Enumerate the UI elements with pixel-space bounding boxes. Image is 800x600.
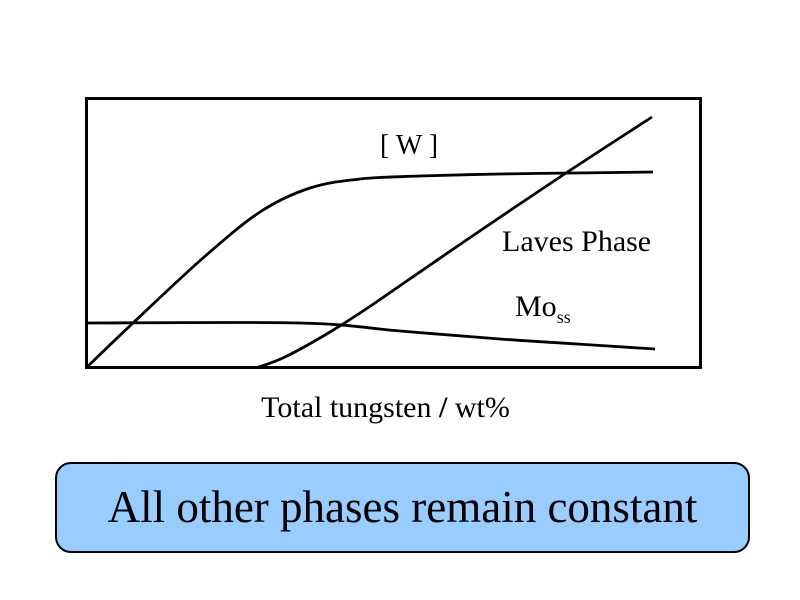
curve-label-w: [ W ] [380,130,439,161]
curve-label-mo-ss: Moss [515,290,571,326]
mo-label-subscript: ss [556,307,571,327]
x-axis-label: Total tungsten / wt% [77,391,694,424]
curve-mo-ss [85,321,656,351]
chart-svg [85,115,656,369]
callout-text: All other phases remain constant [107,482,698,532]
curve-laves-phase [252,115,653,369]
x-axis-label-prefix: Total tungsten [261,391,440,424]
x-axis-label-slash: / [439,391,448,424]
x-axis-label-suffix: wt% [447,391,510,424]
callout-box: All other phases remain constant [55,462,750,553]
chart-plot-box [85,97,702,369]
curve-label-laves-phase: Laves Phase [502,225,652,258]
mo-label-base: Mo [515,290,557,323]
curve-w [85,170,654,369]
